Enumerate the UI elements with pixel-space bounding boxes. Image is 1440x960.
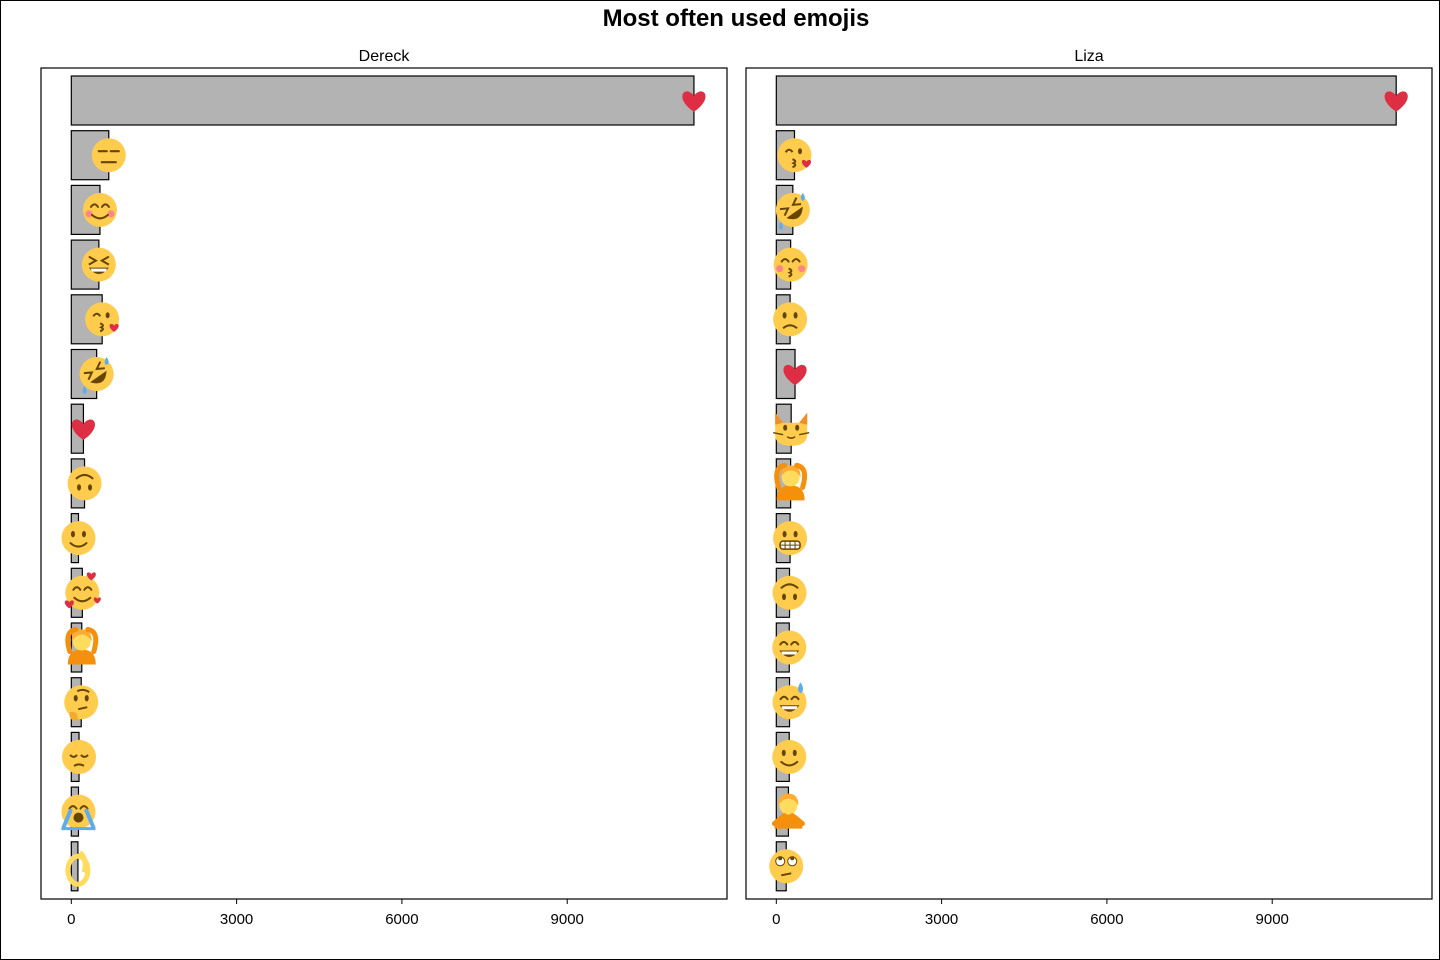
facet-label: Dereck [359, 48, 411, 65]
red-heart-icon [783, 364, 807, 386]
upside-down-face-icon [67, 466, 102, 501]
loudly-crying-face-icon [61, 794, 96, 831]
face-with-rolling-eyes-icon [769, 849, 804, 884]
beaming-face-with-smiling-eyes-icon [772, 630, 807, 665]
chart-title: Most often used emojis [603, 5, 870, 32]
panel-dereck: Dereck 0 3000 6000 9000 [40, 48, 728, 928]
red-heart-icon [1384, 91, 1408, 112]
rolling-on-the-floor-laughing-icon [79, 357, 114, 394]
slightly-smiling-face-icon [61, 521, 96, 556]
x-tick-label: 6000 [1090, 911, 1123, 928]
x-tick-label: 0 [772, 911, 780, 928]
person-gesturing-ok-icon [774, 462, 808, 501]
slightly-smiling-face-icon [772, 739, 807, 774]
face-blowing-a-kiss-icon [777, 138, 812, 173]
smiling-face-with-hearts-icon [64, 572, 101, 610]
grinning-squinting-face-icon [81, 247, 116, 282]
face-blowing-a-kiss-icon [85, 302, 120, 337]
kissing-face-with-smiling-eyes-icon [773, 247, 808, 282]
person-gesturing-no-icon [771, 793, 805, 829]
x-tick-label: 6000 [385, 911, 418, 928]
smiling-face-with-smiling-eyes-icon [82, 192, 117, 227]
x-tick-label: 9000 [551, 911, 584, 928]
upside-down-face-icon [772, 575, 807, 610]
facet-label: Liza [1074, 48, 1103, 65]
x-tick-label: 3000 [925, 911, 958, 928]
grimacing-face-icon [773, 521, 808, 556]
facet-panels: Dereck 0 3000 6000 9000 Liza 0 3000 6000 9000 [40, 48, 1433, 928]
pensive-face-icon [62, 739, 97, 774]
cat-face-icon [773, 412, 810, 446]
panel-border [745, 67, 1433, 900]
red-heart-icon [682, 91, 706, 112]
ok-hand-icon [65, 850, 91, 887]
thinking-face-icon [64, 685, 99, 721]
bar [70, 75, 695, 126]
person-gesturing-ok-icon [65, 627, 99, 665]
grinning-face-with-sweat-icon [772, 682, 807, 720]
confused-face-icon [773, 302, 808, 337]
expressionless-face-icon [91, 138, 126, 173]
panel-border [40, 67, 728, 900]
x-tick-label: 9000 [1256, 911, 1289, 928]
red-heart-icon [71, 419, 96, 440]
panel-liza: Liza 0 3000 6000 9000 [745, 48, 1433, 928]
x-tick-label: 0 [67, 911, 75, 928]
bar [70, 841, 79, 892]
bar [775, 75, 1397, 126]
x-tick-label: 3000 [220, 911, 253, 928]
rolling-on-the-floor-laughing-icon [775, 192, 810, 230]
